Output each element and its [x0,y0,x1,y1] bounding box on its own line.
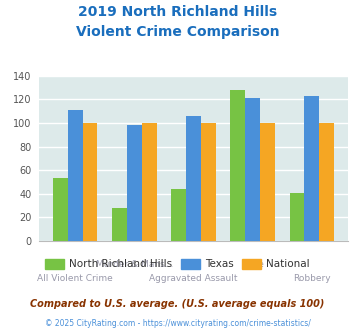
Bar [260,123,275,241]
Text: Compared to U.S. average. (U.S. average equals 100): Compared to U.S. average. (U.S. average … [30,299,325,309]
Bar [68,110,83,241]
Bar [245,98,260,241]
Bar [53,179,68,241]
Bar [112,208,127,241]
Bar [186,116,201,241]
Bar [319,123,334,241]
Text: © 2025 CityRating.com - https://www.cityrating.com/crime-statistics/: © 2025 CityRating.com - https://www.city… [45,319,310,328]
Bar [127,125,142,241]
Bar [230,90,245,241]
Bar [290,193,304,241]
Text: Rape: Rape [241,260,264,269]
Text: Murder & Mans...: Murder & Mans... [96,260,173,269]
Text: Robbery: Robbery [293,274,331,283]
Text: All Violent Crime: All Violent Crime [37,274,113,283]
Legend: North Richland Hills, Texas, National: North Richland Hills, Texas, National [41,255,314,274]
Bar [201,123,215,241]
Bar [142,123,157,241]
Bar [83,123,97,241]
Bar [171,189,186,241]
Text: 2019 North Richland Hills: 2019 North Richland Hills [78,5,277,19]
Text: Aggravated Assault: Aggravated Assault [149,274,238,283]
Text: Violent Crime Comparison: Violent Crime Comparison [76,25,279,39]
Bar [304,96,319,241]
